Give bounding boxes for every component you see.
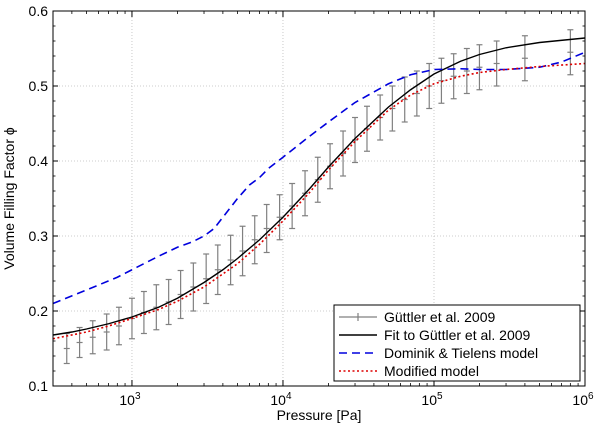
legend-box bbox=[333, 304, 581, 382]
x-tick-label: 104 bbox=[270, 391, 292, 408]
legend: Güttler et al. 2009 Fit to Güttler et al.… bbox=[333, 304, 581, 382]
x-axis-title: Pressure [Pa] bbox=[277, 407, 362, 423]
legend-label: Modified model bbox=[384, 363, 479, 379]
series-1 bbox=[53, 37, 585, 336]
x-tick-label-exponent: 3 bbox=[135, 391, 141, 402]
x-tick-label-base: 10 bbox=[270, 392, 286, 408]
x-tick-label-exponent: 4 bbox=[286, 391, 292, 402]
series-line bbox=[53, 37, 585, 336]
y-tick-label: 0.3 bbox=[29, 228, 49, 244]
x-tick-label-base: 10 bbox=[421, 392, 437, 408]
series-line bbox=[53, 62, 585, 340]
y-tick-label: 0.5 bbox=[29, 78, 49, 94]
x-tick-label-exponent: 6 bbox=[588, 391, 594, 402]
y-tick-label: 0.6 bbox=[29, 3, 49, 19]
series-0 bbox=[63, 29, 574, 365]
y-axis-title: Volume Filling Factor ϕ bbox=[1, 127, 17, 270]
x-tick-label-exponent: 5 bbox=[437, 391, 443, 402]
series-layer bbox=[53, 29, 585, 365]
x-tick-label-base: 10 bbox=[572, 392, 588, 408]
legend-label: Güttler et al. 2009 bbox=[384, 309, 496, 325]
series-clip-group bbox=[53, 29, 585, 365]
series-2 bbox=[53, 51, 585, 305]
y-tick-label: 0.4 bbox=[29, 153, 49, 169]
x-tick-label-base: 10 bbox=[119, 392, 135, 408]
y-tick-label: 0.1 bbox=[29, 378, 49, 394]
x-tick-label: 106 bbox=[572, 391, 594, 408]
x-tick-label: 103 bbox=[119, 391, 141, 408]
legend-label: Dominik & Tielens model bbox=[384, 345, 538, 361]
series-3 bbox=[53, 62, 585, 340]
legend-label: Fit to Güttler et al. 2009 bbox=[384, 327, 531, 343]
y-tick-label: 0.2 bbox=[29, 303, 49, 319]
x-tick-label: 105 bbox=[421, 391, 443, 408]
plot-frame bbox=[52, 10, 586, 387]
series-line bbox=[53, 51, 585, 305]
